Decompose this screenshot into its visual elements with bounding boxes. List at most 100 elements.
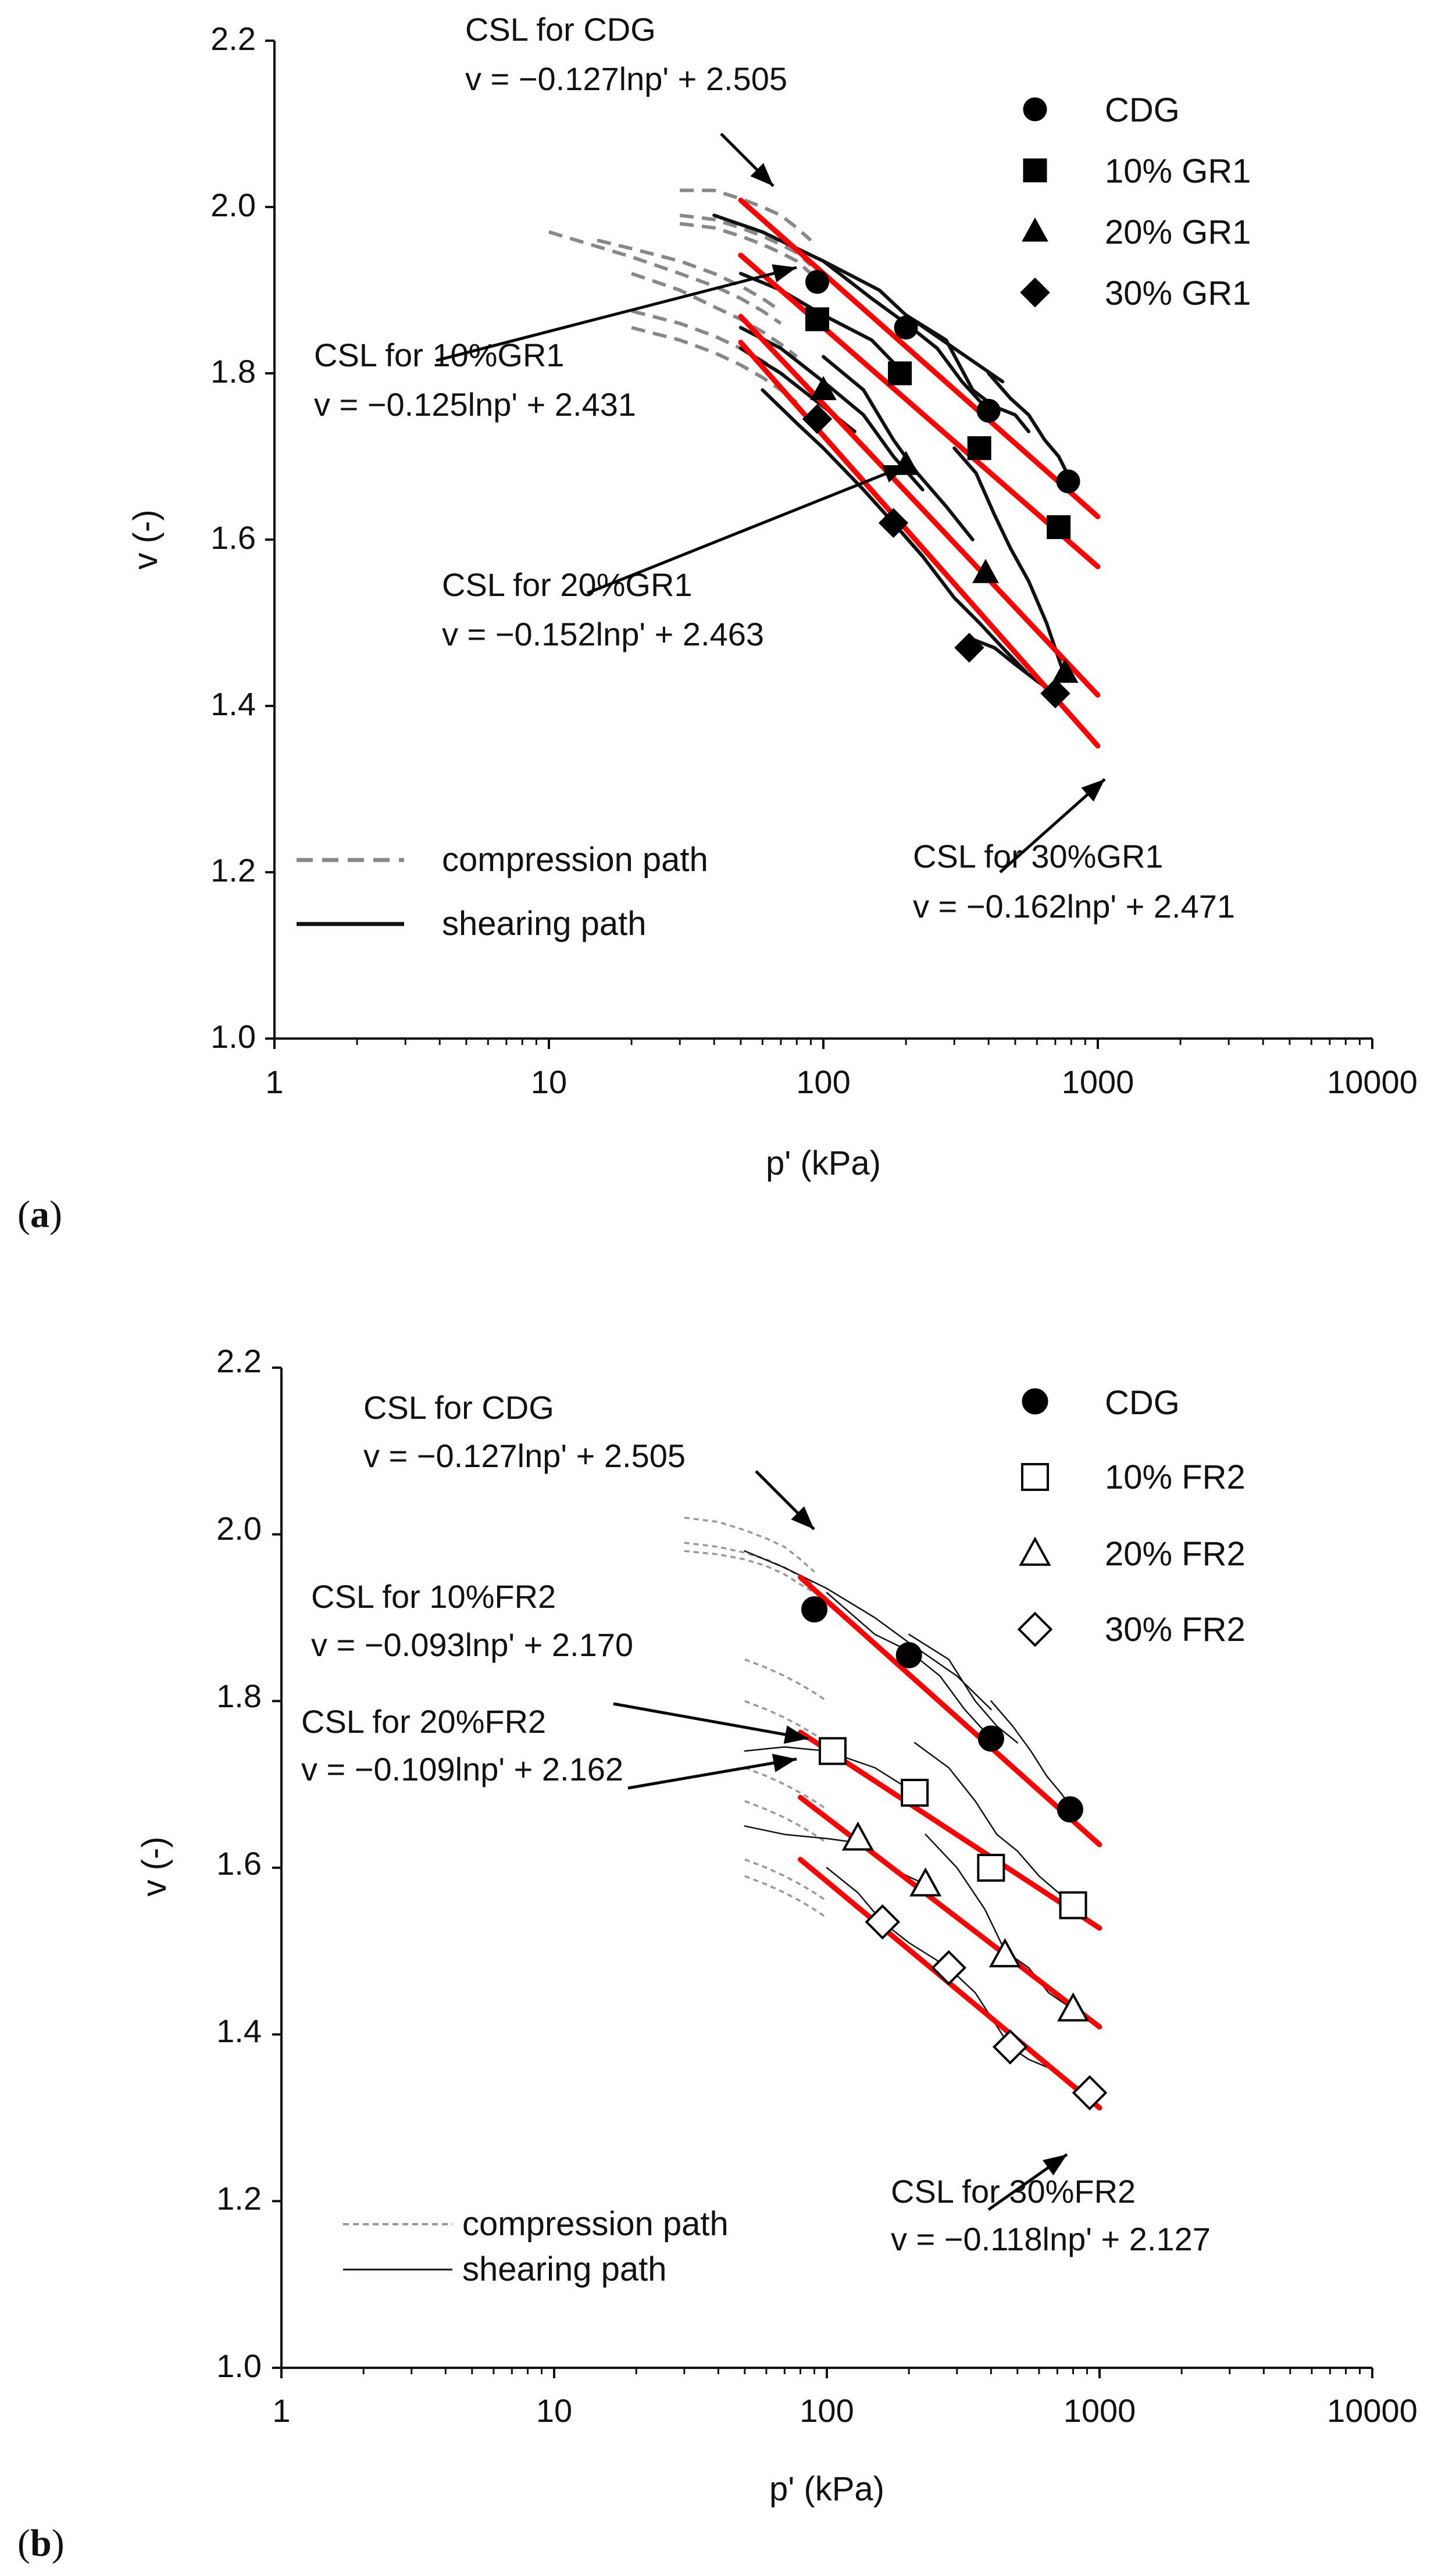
panel-a-ytick-label: 1.2 <box>210 852 256 889</box>
panel-b-ytick-label: 2.0 <box>216 1510 262 1547</box>
panel-a-ytick-label: 1.6 <box>210 519 256 556</box>
csl-line <box>738 197 1101 519</box>
annotation-arrowhead <box>791 1506 814 1529</box>
legend-marker <box>1020 277 1050 308</box>
legend-marker <box>1019 1536 1051 1566</box>
data-point <box>802 404 833 434</box>
panel-a-legend-shearing-label: shearing path <box>442 905 646 943</box>
data-point <box>865 1904 901 1940</box>
panel-b-annotation-fr2-10-equation: v = −0.093lnp' + 2.170 <box>311 1626 633 1663</box>
panel-a-label: (a) <box>17 1193 62 1236</box>
data-point <box>1051 658 1079 683</box>
panel-a-annotation-cdg-title: CSL for CDG <box>465 11 656 48</box>
compression-path <box>680 188 812 242</box>
panel-a-annotation-gr1-10-equation: v = −0.125lnp' + 2.431 <box>314 386 636 423</box>
compression-path <box>684 1550 815 1594</box>
shearing-path <box>891 521 1029 675</box>
legend-marker <box>1023 158 1047 183</box>
data-point <box>818 1737 847 1765</box>
compression-path <box>679 222 812 275</box>
panel-a-xtick-label: 1 <box>265 1064 283 1100</box>
annotation-arrowhead <box>882 465 907 483</box>
panel-b-label: (b) <box>17 2522 65 2564</box>
data-point <box>976 398 1001 423</box>
panel-a-shearing-paths <box>712 213 1073 695</box>
data-point <box>810 376 837 401</box>
shearing-path <box>904 313 1031 434</box>
panel-b-ytick-label: 1.6 <box>216 1845 262 1882</box>
compression-path <box>744 1658 827 1702</box>
panel-a-annotation-gr1-30-equation: v = −0.162lnp' + 2.471 <box>913 888 1235 925</box>
panel-a-xtick-label: 10000 <box>1327 1064 1418 1100</box>
panel-b-legend-label: 20% FR2 <box>1105 1535 1246 1573</box>
panel-a-annotation-gr1-10-title: CSL for 10%GR1 <box>314 337 565 373</box>
panel-b-csl-lines <box>798 1575 1102 2111</box>
data-point <box>954 633 984 663</box>
data-point <box>992 2029 1028 2065</box>
shearing-path <box>987 372 1073 483</box>
panel-b-xtick-label: 10000 <box>1327 2392 1418 2429</box>
panel-a-ytick-label: 1.0 <box>210 1018 256 1055</box>
shearing-path <box>712 213 1005 384</box>
csl-line <box>738 340 1101 749</box>
compression-path <box>684 1542 815 1586</box>
csl-line <box>798 1729 1102 1931</box>
shearing-path <box>738 326 925 492</box>
panel-b-label-letter: b <box>30 2522 52 2564</box>
panel-a-ytick-label: 2.2 <box>210 20 256 57</box>
panel-b-ytick-label: 1.2 <box>216 2180 262 2217</box>
annotation-arrow <box>627 1757 797 1790</box>
annotation-arrowhead <box>1043 2154 1067 2176</box>
annotation-arrowhead <box>750 163 773 186</box>
panel-b-annotation-fr2-20-equation: v = −0.109lnp' + 2.162 <box>301 1751 623 1787</box>
panel-b-markers <box>801 1596 1108 2111</box>
data-point <box>841 1821 875 1851</box>
panel-a-grid-axes <box>265 40 1373 1049</box>
panel-b-legend-compression-label: compression path <box>462 2205 729 2243</box>
panel-b-ytick-label: 1.8 <box>216 1678 262 1714</box>
panel-a-xtick-label: 1000 <box>1062 1064 1134 1100</box>
data-point <box>1072 2075 1108 2111</box>
shearing-path <box>952 446 1065 675</box>
data-point <box>801 1596 828 1623</box>
shearing-path <box>822 259 991 413</box>
data-point <box>888 361 912 386</box>
panel-a-y-axis-title: v (-) <box>127 509 165 569</box>
data-point <box>1057 1992 1090 2022</box>
data-point <box>977 1725 1004 1752</box>
data-point <box>805 270 829 294</box>
panel-a-markers <box>802 270 1080 709</box>
panel-b-annotation-cdg-title: CSL for CDG <box>363 1389 554 1426</box>
annotation-arrow <box>613 1702 809 1740</box>
panel-b-ytick-label: 1.0 <box>216 2347 262 2384</box>
panel-b-annotation-fr2-30-equation: v = −0.118lnp' + 2.127 <box>891 2221 1211 2257</box>
panel-b-legend-label: 10% FR2 <box>1105 1458 1246 1496</box>
panel-a-legend-label: 10% GR1 <box>1105 152 1251 190</box>
compression-path <box>684 1517 815 1573</box>
panel-b-ytick-label: 2.2 <box>216 1343 262 1379</box>
panel-b-ytick-label: 1.4 <box>216 2013 262 2049</box>
compression-path <box>548 230 782 325</box>
csl-line <box>738 252 1101 569</box>
compression-path <box>744 1800 827 1844</box>
annotation-arrowhead <box>772 264 797 283</box>
panel-a-legend-label: 30% GR1 <box>1105 274 1251 312</box>
panel-b-xtick-label: 100 <box>800 2392 854 2429</box>
data-point <box>894 315 918 340</box>
panel-b-y-axis-title: v (-) <box>135 1836 173 1896</box>
panel-b-annotation-arrows <box>613 1470 1068 2211</box>
legend-marker <box>1023 97 1047 122</box>
legend-marker <box>1022 1388 1048 1415</box>
shearing-path <box>990 1700 1074 1810</box>
panel-a-xtick-label: 100 <box>796 1064 850 1100</box>
panel-a: 1 10 100 1000 10000 1.0 1.2 1.4 1.6 1.8 … <box>17 11 1418 1236</box>
annotation-arrow <box>999 778 1106 873</box>
data-point <box>901 1779 929 1807</box>
panel-b-xtick-label: 10 <box>536 2392 572 2429</box>
panel-a-ytick-label: 1.8 <box>210 353 256 390</box>
csl-line <box>798 1575 1102 1847</box>
panel-b-grid-axes <box>272 1367 1373 2378</box>
csl-line <box>738 313 1101 698</box>
panel-a-legend-label: 20% GR1 <box>1105 213 1251 251</box>
